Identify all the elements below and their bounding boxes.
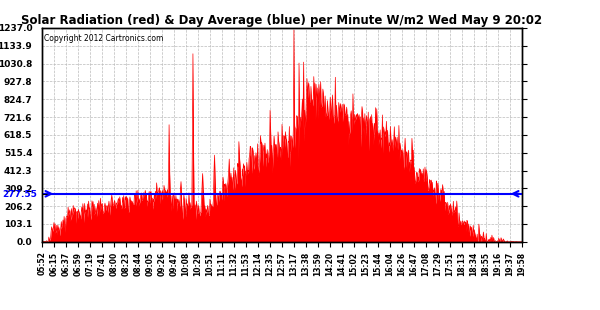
Title: Solar Radiation (red) & Day Average (blue) per Minute W/m2 Wed May 9 20:02: Solar Radiation (red) & Day Average (blu… [22, 14, 542, 27]
Text: Copyright 2012 Cartronics.com: Copyright 2012 Cartronics.com [44, 34, 164, 43]
